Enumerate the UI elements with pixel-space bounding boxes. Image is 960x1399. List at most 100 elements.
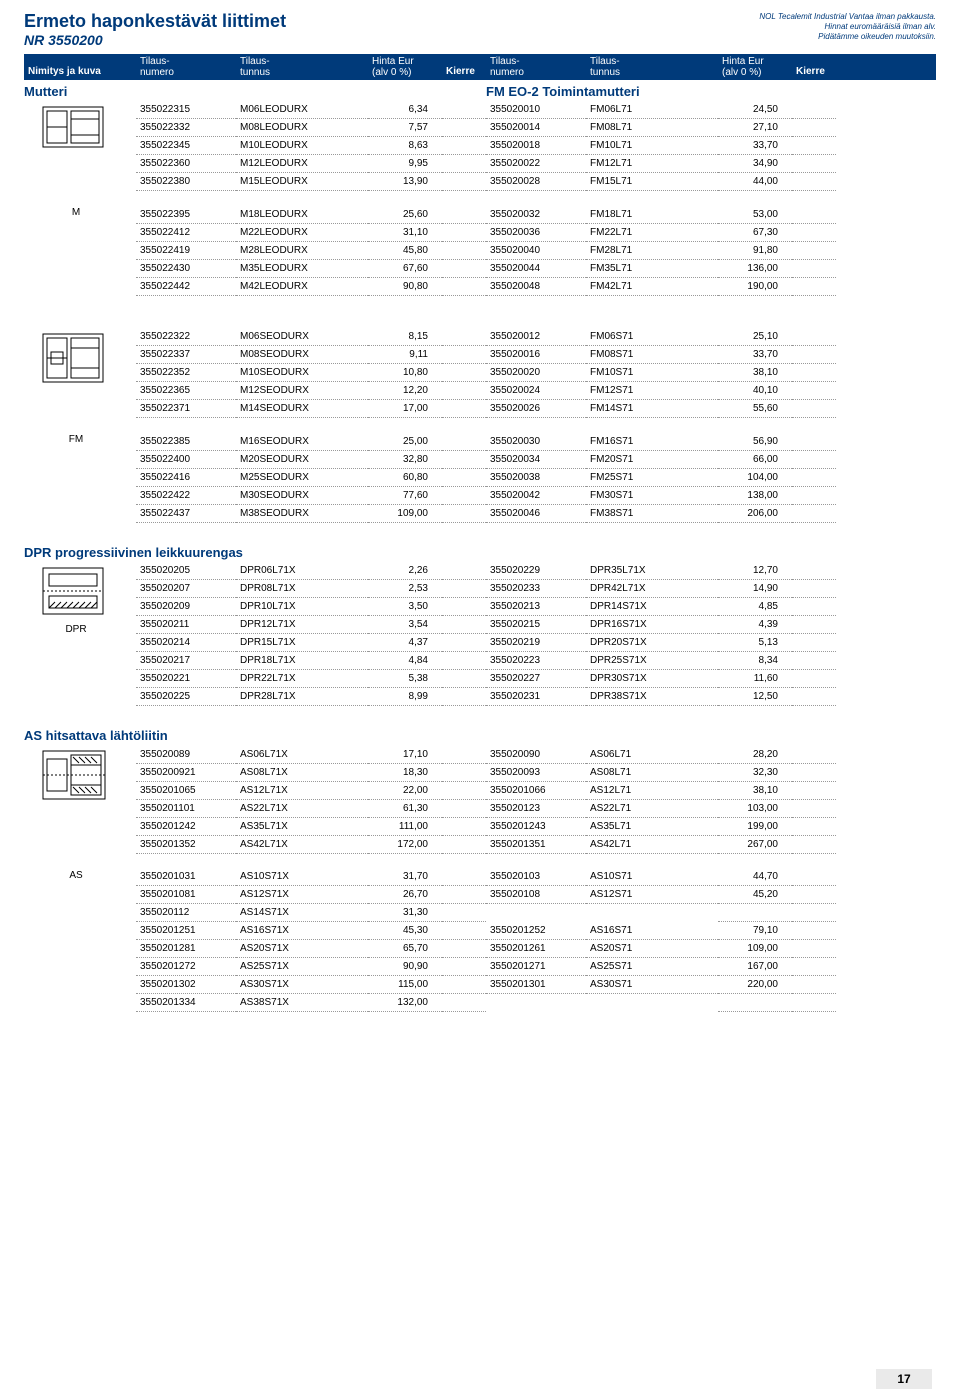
product-diagram-icon	[41, 566, 111, 622]
cell-hinta: 109,00	[718, 940, 792, 958]
cell-tunnus: FM12S71	[586, 382, 718, 400]
cell-hinta: 65,70	[368, 940, 442, 958]
cell-kierre	[792, 868, 836, 886]
cell-tunnus: AS14S71X	[236, 904, 368, 922]
cell-kierre	[442, 205, 486, 223]
cell-tunnus: M18LEODURX	[236, 205, 368, 223]
cell-kierre	[792, 835, 836, 853]
cell-numero: 355022416	[136, 468, 236, 486]
data-table: 355020103AS10S7144,70355020108AS12S7145,…	[486, 868, 836, 1013]
product-image-caption: FM	[69, 434, 83, 445]
cell-hinta: 38,10	[718, 364, 792, 382]
cell-hinta: 8,34	[718, 652, 792, 670]
table-row: 355022419M28LEODURX45,80	[136, 241, 486, 259]
cell-hinta: 5,13	[718, 634, 792, 652]
col-header-tunnus: Tilaus- tunnus	[236, 56, 368, 78]
cell-kierre	[442, 817, 486, 835]
cell-hinta: 91,80	[718, 241, 792, 259]
table-row: 3550201301AS30S71220,00	[486, 976, 836, 994]
cell-numero: 355020046	[486, 504, 586, 522]
cell-numero: 355020028	[486, 173, 586, 191]
cell-tunnus: AS08L71X	[236, 763, 368, 781]
product-image-cell	[24, 101, 136, 161]
cell-numero: 3550200921	[136, 763, 236, 781]
data-table: 3550201031AS10S71X31,703550201081AS12S71…	[136, 868, 486, 1013]
cell-numero: 355020112	[136, 904, 236, 922]
tables-zone: 355022395M18LEODURX25,60355022412M22LEOD…	[136, 205, 936, 296]
table-row: 355020217DPR18L71X4,84	[136, 652, 486, 670]
cell-kierre	[792, 450, 836, 468]
table-row: 355020030FM16S7156,90	[486, 432, 836, 450]
cell-tunnus	[586, 904, 718, 922]
cell-kierre	[792, 223, 836, 241]
data-table: 355022315M06LEODURX6,34355022332M08LEODU…	[136, 101, 486, 192]
cell-tunnus: FM38S71	[586, 504, 718, 522]
tables-zone: 3550201031AS10S71X31,703550201081AS12S71…	[136, 868, 936, 1013]
disclaimer-line: Hinnat euromääräisiä ilman alv.	[759, 22, 936, 32]
cell-numero: 355020014	[486, 119, 586, 137]
cell-kierre	[792, 400, 836, 418]
cell-kierre	[442, 652, 486, 670]
table-row: 355022442M42LEODURX90,80	[136, 277, 486, 295]
cell-numero: 355020034	[486, 450, 586, 468]
cell-kierre	[792, 958, 836, 976]
cell-numero: 355020217	[136, 652, 236, 670]
table-row: 355020123AS22L71103,00	[486, 799, 836, 817]
table-row: 355020229DPR35L71X12,70	[486, 562, 836, 580]
table-right: 355020012FM06S7125,10355020016FM08S7133,…	[486, 328, 836, 419]
cell-hinta: 132,00	[368, 994, 442, 1012]
cell-hinta: 199,00	[718, 817, 792, 835]
product-diagram-icon	[41, 105, 111, 161]
col-header-numero: Tilaus- numero	[136, 56, 236, 78]
cell-kierre	[442, 223, 486, 241]
cell-numero: 355020223	[486, 652, 586, 670]
table-row: 355022437M38SEODURX109,00	[136, 504, 486, 522]
cell-tunnus: AS42L71	[586, 835, 718, 853]
cell-tunnus: DPR25S71X	[586, 652, 718, 670]
cell-hinta: 25,60	[368, 205, 442, 223]
cell-hinta: 4,39	[718, 616, 792, 634]
col-header-hinta: Hinta Eur (alv 0 %)	[368, 56, 442, 78]
cell-kierre	[442, 562, 486, 580]
page-header: Ermeto haponkestävät liittimet NR 355020…	[24, 12, 936, 48]
table-row: 355022430M35LEODURX67,60	[136, 259, 486, 277]
table-row: 355020016FM08S7133,70	[486, 346, 836, 364]
section-title-row: DPR progressiivinen leikkuurengas	[24, 541, 936, 562]
cell-hinta: 24,50	[718, 101, 792, 119]
cell-tunnus: AS06L71X	[236, 745, 368, 763]
cell-numero: 355020010	[486, 101, 586, 119]
cell-numero: 355022352	[136, 364, 236, 382]
cell-hinta: 32,80	[368, 450, 442, 468]
cell-numero: 355020042	[486, 486, 586, 504]
section-block: 355020089AS06L71X17,10 3550200921AS08L71X…	[24, 745, 936, 854]
table-row: 355020038FM25S71104,00	[486, 468, 836, 486]
cell-hinta: 8,99	[368, 688, 442, 706]
cell-tunnus: DPR28L71X	[236, 688, 368, 706]
cell-tunnus: DPR15L71X	[236, 634, 368, 652]
table-row: 355020225DPR28L71X8,99	[136, 688, 486, 706]
cell-kierre	[442, 763, 486, 781]
cell-kierre	[442, 835, 486, 853]
section-block: 355022322M06SEODURX8,15355022337M08SEODU…	[24, 328, 936, 419]
cell-tunnus: FM16S71	[586, 432, 718, 450]
cell-numero: 355022412	[136, 223, 236, 241]
cell-kierre	[792, 904, 836, 922]
product-image-caption: M	[72, 207, 80, 218]
cell-tunnus: DPR16S71X	[586, 616, 718, 634]
cell-tunnus: M10SEODURX	[236, 364, 368, 382]
cell-numero: 355020012	[486, 328, 586, 346]
cell-tunnus: M42LEODURX	[236, 277, 368, 295]
cell-tunnus: AS35L71	[586, 817, 718, 835]
cell-numero: 355022371	[136, 400, 236, 418]
cell-numero: 355020089	[136, 745, 236, 763]
table-row: 355020020FM10S7138,10	[486, 364, 836, 382]
table-row: 355022416M25SEODURX60,80	[136, 468, 486, 486]
cell-hinta: 17,10	[368, 745, 442, 763]
tables-zone: 355020205DPR06L71X2,26355020207DPR08L71X…	[136, 562, 936, 707]
cell-tunnus: M38SEODURX	[236, 504, 368, 522]
cell-kierre	[442, 173, 486, 191]
cell-kierre	[792, 468, 836, 486]
section-title-left: AS hitsattava lähtöliitin	[24, 724, 486, 745]
cell-tunnus: M14SEODURX	[236, 400, 368, 418]
cell-hinta: 267,00	[718, 835, 792, 853]
